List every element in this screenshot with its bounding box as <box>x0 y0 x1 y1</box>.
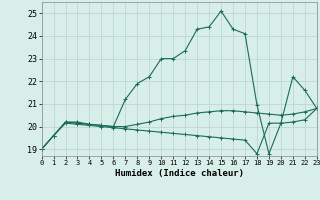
X-axis label: Humidex (Indice chaleur): Humidex (Indice chaleur) <box>115 169 244 178</box>
